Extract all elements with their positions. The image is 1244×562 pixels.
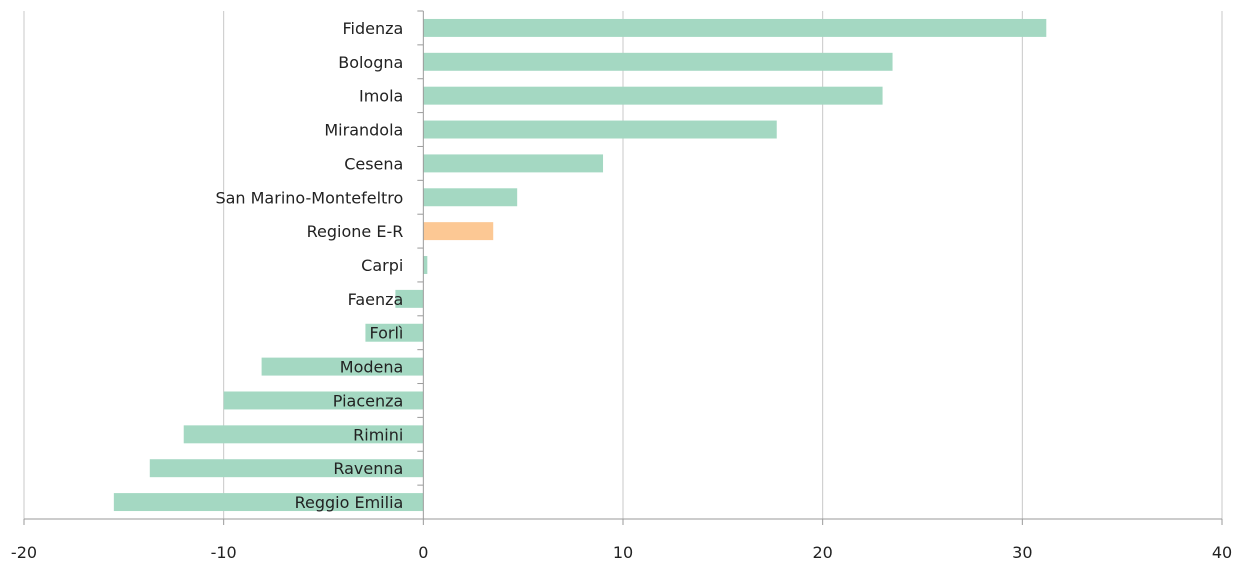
category-label: Piacenza bbox=[333, 391, 404, 410]
x-tick-label: 30 bbox=[1012, 543, 1032, 562]
x-tick-label: 40 bbox=[1212, 543, 1232, 562]
bar bbox=[183, 425, 424, 444]
x-tick-label: 10 bbox=[613, 543, 633, 562]
x-tick-label: -10 bbox=[211, 543, 237, 562]
category-label: Bologna bbox=[338, 53, 403, 72]
category-label: Imola bbox=[359, 87, 403, 106]
bar bbox=[423, 18, 1047, 37]
x-tick-label: 20 bbox=[812, 543, 832, 562]
category-label: Modena bbox=[340, 358, 404, 377]
bar bbox=[423, 256, 428, 274]
category-labels: Fidenza Bologna Imola Mirandola Cesena San Ma… bbox=[215, 19, 403, 512]
bar bbox=[423, 86, 883, 105]
bar bbox=[423, 154, 604, 173]
bar bbox=[261, 357, 424, 376]
bar bbox=[113, 493, 424, 512]
axes bbox=[23, 10, 1223, 525]
category-label: Fidenza bbox=[343, 19, 404, 38]
x-tick-label: -20 bbox=[11, 543, 37, 562]
bar bbox=[223, 391, 424, 410]
category-label: Ravenna bbox=[333, 459, 403, 478]
bar bbox=[423, 120, 777, 139]
category-label: Mirandola bbox=[324, 121, 403, 140]
bar bbox=[423, 222, 494, 241]
category-label: Carpi bbox=[361, 256, 403, 275]
category-label: Regione E-R bbox=[307, 222, 404, 241]
category-label: Cesena bbox=[344, 154, 403, 173]
bar bbox=[149, 459, 424, 478]
x-tick-labels: -20 -10 0 10 20 30 40 bbox=[11, 543, 1232, 562]
bar bbox=[365, 323, 424, 342]
category-label: Reggio Emilia bbox=[295, 493, 404, 512]
category-label: Faenza bbox=[348, 290, 404, 309]
bar bbox=[395, 289, 424, 308]
category-label: San Marino-Montefeltro bbox=[215, 188, 403, 207]
bar bbox=[423, 188, 518, 207]
bars bbox=[113, 18, 1047, 512]
category-label: Rimini bbox=[353, 425, 403, 444]
category-label: Forlì bbox=[369, 324, 403, 343]
x-tick-label: 0 bbox=[418, 543, 428, 562]
bar bbox=[423, 52, 893, 71]
